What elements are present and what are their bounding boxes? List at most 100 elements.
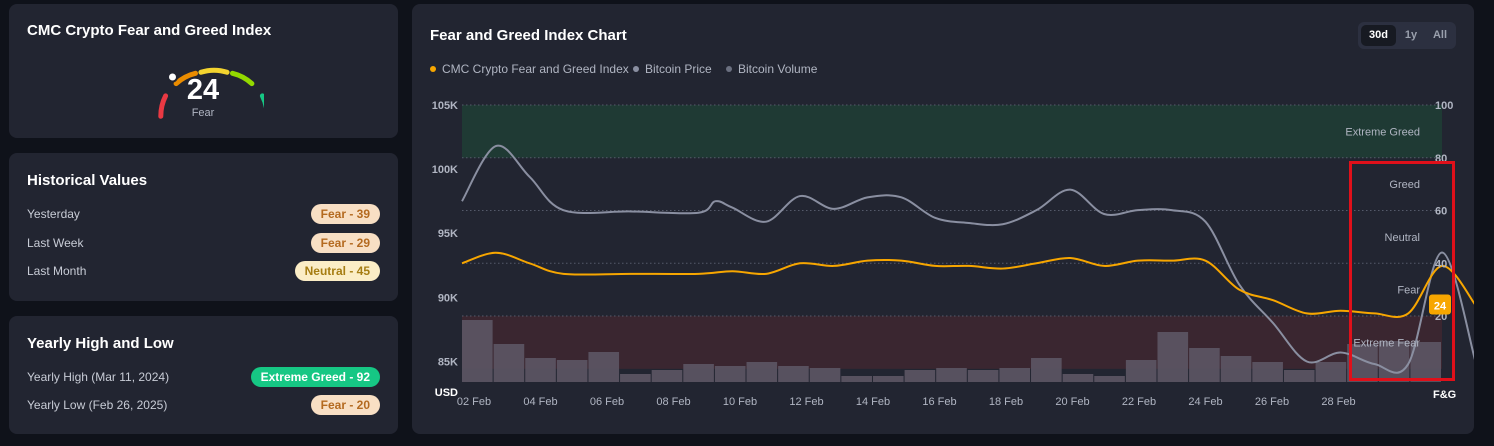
- volume-bar: [872, 376, 904, 382]
- volume-bar: [588, 352, 620, 382]
- legend-label: Bitcoin Price: [645, 62, 712, 76]
- y-left-tick-label: 90K: [438, 292, 458, 304]
- y-right-axis-label: F&G: [1433, 389, 1456, 401]
- y-left-tick-label: 85K: [438, 356, 458, 368]
- volume-bar: [1378, 341, 1410, 382]
- volume-bar: [999, 368, 1031, 382]
- legend-dot-icon: [430, 66, 436, 72]
- gauge-label: Fear: [191, 107, 215, 119]
- legend-dot-icon: [726, 66, 732, 72]
- volume-bar: [1189, 348, 1220, 382]
- fear-greed-gauge: [158, 67, 264, 119]
- range-1y-button[interactable]: 1y: [1404, 29, 1418, 41]
- yearly-label: Yearly Low (Feb 26, 2025): [27, 398, 168, 412]
- volume-bar: [936, 368, 967, 382]
- x-tick-label: 16 Feb: [922, 396, 956, 408]
- volume-bar: [967, 370, 999, 382]
- volume-bar: [1125, 360, 1157, 382]
- x-tick-label: 18 Feb: [989, 396, 1023, 408]
- highlight-annotation-box: [1349, 161, 1455, 381]
- x-tick-label: 04 Feb: [523, 396, 557, 408]
- history-row-last-week: Last Week Fear - 29: [27, 233, 380, 253]
- zone-label: Neutral: [1385, 232, 1420, 244]
- zone-extreme-greed: [462, 105, 1442, 158]
- current-value-badge-text: 24: [1434, 300, 1447, 312]
- gauge-arc-fear: [173, 70, 198, 87]
- x-tick-label: 26 Feb: [1255, 396, 1289, 408]
- y-left-tick-label: 105K: [432, 100, 458, 112]
- x-tick-label: 02 Feb: [457, 396, 491, 408]
- volume-bar: [1062, 374, 1094, 382]
- volume-bar: [620, 374, 651, 382]
- volume-bar: [683, 364, 714, 382]
- volume-bar: [778, 366, 809, 382]
- volume-bar: [904, 370, 936, 382]
- y-right-tick-label: 60: [1435, 206, 1447, 218]
- current-value-badge: [1429, 294, 1451, 315]
- gauge-arc-extreme-greed: [259, 93, 264, 109]
- volume-bar: [809, 368, 841, 382]
- yearly-row-low: Yearly Low (Feb 26, 2025) Fear - 20: [27, 395, 380, 415]
- volume-bar: [651, 370, 683, 382]
- fear-greed-chart-card: Extreme Greed Greed Neutral Fear Extreme Fea…: [412, 4, 1474, 434]
- range-selector: 30d 1y All: [1358, 22, 1456, 49]
- legend-bitcoin-price[interactable]: Bitcoin Price: [633, 62, 712, 76]
- historical-values-card: Historical Values Yesterday Fear - 39 La…: [9, 153, 398, 301]
- history-row-last-month: Last Month Neutral - 45: [27, 261, 380, 281]
- yearly-row-high: Yearly High (Mar 11, 2024) Extreme Greed…: [27, 367, 380, 387]
- volume-bar: [1220, 356, 1252, 382]
- x-tick-label: 08 Feb: [656, 396, 690, 408]
- x-tick-label: 12 Feb: [789, 396, 823, 408]
- gauge-arc-neutral: [198, 67, 230, 75]
- y-right-tick-label: 100: [1435, 100, 1453, 112]
- legend-dot-icon: [633, 66, 639, 72]
- range-30d-button[interactable]: 30d: [1361, 25, 1396, 46]
- history-value-badge: Fear - 29: [310, 233, 380, 253]
- legend-label: Bitcoin Volume: [738, 62, 818, 76]
- legend-label: CMC Crypto Fear and Greed Index: [442, 62, 629, 76]
- volume-bar: [841, 376, 872, 382]
- history-label: Yesterday: [27, 207, 80, 221]
- fear-greed-gauge-card: CMC Crypto Fear and Greed Index 24 Fear: [9, 4, 398, 138]
- volume-bar: [1252, 362, 1283, 382]
- history-label: Last Week: [27, 236, 84, 250]
- gauge-value: 24: [186, 74, 220, 106]
- y-left-tick-label: 100K: [432, 164, 458, 176]
- range-all-button[interactable]: All: [1432, 29, 1448, 41]
- x-tick-label: 20 Feb: [1055, 396, 1089, 408]
- zone-extreme-fear: [462, 316, 1442, 369]
- chart-title: Fear and Greed Index Chart: [430, 27, 627, 44]
- x-tick-label: 22 Feb: [1122, 396, 1156, 408]
- x-tick-label: 06 Feb: [590, 396, 624, 408]
- x-tick-label: 24 Feb: [1188, 396, 1222, 408]
- volume-bar: [1315, 362, 1347, 382]
- legend-fear-greed[interactable]: CMC Crypto Fear and Greed Index: [430, 62, 629, 76]
- yearly-value-badge: Fear - 20: [310, 395, 380, 415]
- volume-bar: [714, 366, 746, 382]
- volume-bar: [525, 358, 556, 382]
- y-left-tick-label: 95K: [438, 228, 458, 240]
- gauge-indicator: [167, 71, 178, 83]
- volume-bar: [462, 320, 493, 382]
- yearly-title: Yearly High and Low: [27, 335, 174, 352]
- series-line-fear-greed: [461, 251, 1474, 319]
- history-value-badge: Neutral - 45: [294, 261, 380, 281]
- historical-values-title: Historical Values: [27, 172, 148, 189]
- gauge-title: CMC Crypto Fear and Greed Index: [27, 22, 272, 39]
- volume-bar: [493, 344, 525, 382]
- fear-greed-chart[interactable]: Extreme Greed Greed Neutral Fear Extreme Fea…: [412, 4, 1474, 434]
- volume-bar: [1410, 342, 1441, 382]
- y-left-axis-label: USD: [435, 387, 458, 399]
- zone-label: Fear: [1397, 285, 1420, 297]
- volume-bar: [1283, 370, 1315, 382]
- history-row-yesterday: Yesterday Fear - 39: [27, 204, 380, 224]
- x-tick-label: 10 Feb: [723, 396, 757, 408]
- zone-label: Greed: [1389, 179, 1420, 191]
- gauge-arc-greed: [230, 70, 255, 87]
- yearly-high-low-card: Yearly High and Low Yearly High (Mar 11,…: [9, 316, 398, 434]
- volume-bar: [746, 362, 778, 382]
- volume-bar: [1157, 332, 1189, 382]
- yearly-value-badge: Extreme Greed - 92: [250, 367, 380, 387]
- history-value-badge: Fear - 39: [310, 204, 380, 224]
- legend-bitcoin-volume[interactable]: Bitcoin Volume: [726, 62, 817, 76]
